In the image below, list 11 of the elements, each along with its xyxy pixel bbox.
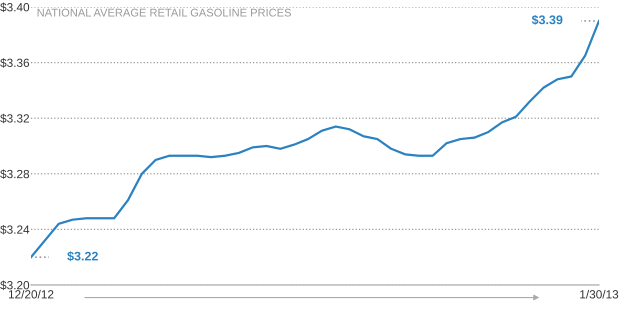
x-tick-label: 12/20/12: [8, 290, 54, 299]
y-tick-label: $3.32: [0, 114, 30, 124]
y-tick-label: $3.24: [0, 224, 30, 234]
chart-title: NATIONAL AVERAGE RETAIL GASOLINE PRICES: [38, 8, 291, 17]
annotation: $3.22: [67, 251, 98, 262]
x-tick-label: 1/30/13: [580, 290, 618, 299]
y-tick-label: $3.40: [0, 2, 30, 12]
y-tick-label: $3.28: [0, 169, 30, 179]
y-tick-label: $3.36: [0, 58, 30, 68]
y-tick-label: $3.20: [0, 280, 30, 290]
annotation: $3.39: [532, 14, 562, 26]
